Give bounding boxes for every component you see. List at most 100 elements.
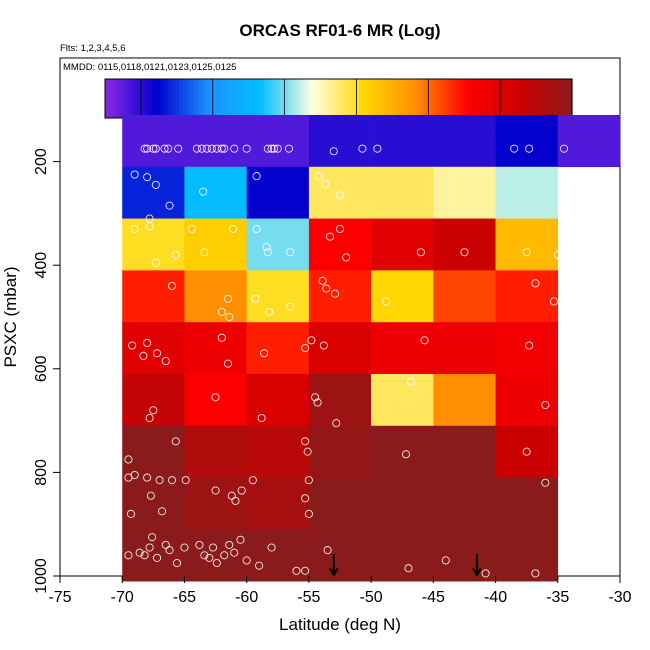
sample-point	[236, 535, 245, 544]
sample-point	[230, 548, 239, 557]
sample-point	[130, 470, 139, 480]
heatmap-cell	[433, 477, 496, 530]
sample-point	[321, 179, 330, 188]
colorbar-swatch	[346, 79, 351, 118]
sample-point	[267, 543, 276, 552]
colorbar-swatch	[182, 79, 188, 118]
colorbar-swatch	[186, 79, 192, 118]
heatmap-cell	[122, 270, 185, 323]
colorbar-swatch	[326, 79, 332, 118]
colorbar-swatch	[396, 79, 402, 118]
sample-point	[207, 144, 216, 153]
sample-point	[284, 144, 294, 153]
colorbar-swatch	[548, 79, 554, 118]
colorbar-swatch	[272, 79, 277, 118]
sample-point	[323, 546, 332, 555]
sample-point	[553, 250, 562, 259]
heatmap-cell	[246, 425, 310, 478]
heatmap-cell	[246, 114, 310, 168]
heatmap-cell	[246, 322, 310, 375]
heatmap-cell	[308, 218, 372, 271]
sample-point	[174, 144, 183, 153]
heatmap-cell	[122, 477, 185, 530]
sample-point	[211, 393, 220, 402]
sample-point	[220, 144, 229, 153]
colorbar-swatch	[334, 79, 340, 118]
sample-point	[227, 491, 236, 500]
colorbar-swatch	[295, 79, 301, 118]
colorbar-swatch	[338, 79, 343, 118]
sample-point	[303, 447, 312, 456]
heatmap-cell	[122, 529, 185, 582]
sample-point	[263, 248, 272, 257]
sample-point	[135, 548, 144, 557]
colorbar-swatch	[381, 79, 386, 118]
heatmap-cell	[371, 270, 434, 323]
colorbar-swatch	[451, 79, 456, 118]
sample-point	[401, 450, 411, 459]
sample-point	[330, 289, 340, 298]
sample-point	[325, 232, 335, 241]
heatmap-cell	[495, 166, 559, 219]
sample-point	[559, 144, 569, 153]
colorbar-swatch	[163, 79, 168, 118]
colorbar-swatch	[202, 79, 207, 118]
heatmap-cell	[495, 477, 559, 530]
heatmap-cell	[495, 114, 559, 168]
sample-point	[335, 224, 345, 233]
heatmap-cell	[122, 114, 185, 168]
sample-point	[322, 284, 331, 293]
colorbar-swatch	[525, 79, 530, 118]
colorbar-swatch	[268, 79, 273, 118]
heatmap-cell	[371, 477, 434, 530]
sample-point	[167, 281, 177, 290]
sample-point	[200, 551, 209, 560]
sample-point	[200, 248, 209, 257]
sample-point	[307, 336, 316, 345]
sample-point	[252, 224, 261, 233]
x-tick-label: -35	[546, 589, 569, 606]
sample-point	[335, 191, 345, 200]
heatmap-cell	[433, 322, 496, 375]
heatmap-cell	[184, 373, 247, 427]
sample-point	[180, 543, 189, 552]
sample-point	[124, 455, 133, 464]
heatmap-cell	[184, 322, 247, 375]
sample-point	[217, 307, 226, 316]
colorbar-swatch	[529, 79, 534, 118]
heatmap-cell	[184, 114, 247, 168]
colorbar-swatch	[167, 79, 172, 118]
sample-point	[252, 172, 261, 181]
colorbar-swatch	[198, 79, 203, 118]
sample-point	[522, 447, 531, 456]
sample-point	[404, 564, 413, 573]
sample-point	[217, 333, 226, 342]
heatmap-cell	[184, 477, 247, 530]
heatmap-cell	[308, 477, 372, 530]
colorbar-swatch	[221, 79, 227, 118]
sample-point	[151, 180, 160, 189]
colorbar-swatch	[466, 79, 472, 118]
sample-point	[265, 307, 274, 316]
x-axis-label: Latitude (deg N)	[279, 615, 401, 634]
sample-point	[171, 250, 180, 259]
heatmap-cell	[433, 373, 496, 427]
heatmap-cell	[122, 166, 185, 219]
colorbar-swatch	[400, 79, 406, 118]
colorbar-swatch	[299, 79, 305, 118]
sample-point	[251, 294, 260, 303]
colorbar-swatch	[431, 79, 437, 118]
heatmap-cell	[495, 529, 559, 582]
sample-point	[211, 486, 220, 495]
sample-point	[155, 476, 164, 485]
heatmap-cell	[246, 270, 310, 323]
colorbar-swatch	[361, 79, 367, 118]
x-tick-label: -30	[608, 589, 631, 606]
sample-point	[441, 556, 450, 565]
sample-point	[153, 553, 162, 562]
sample-point	[510, 144, 519, 153]
colorbar-swatch	[248, 79, 254, 118]
sample-point	[358, 144, 367, 153]
colorbar-swatch	[428, 79, 433, 118]
sample-point	[263, 144, 272, 153]
